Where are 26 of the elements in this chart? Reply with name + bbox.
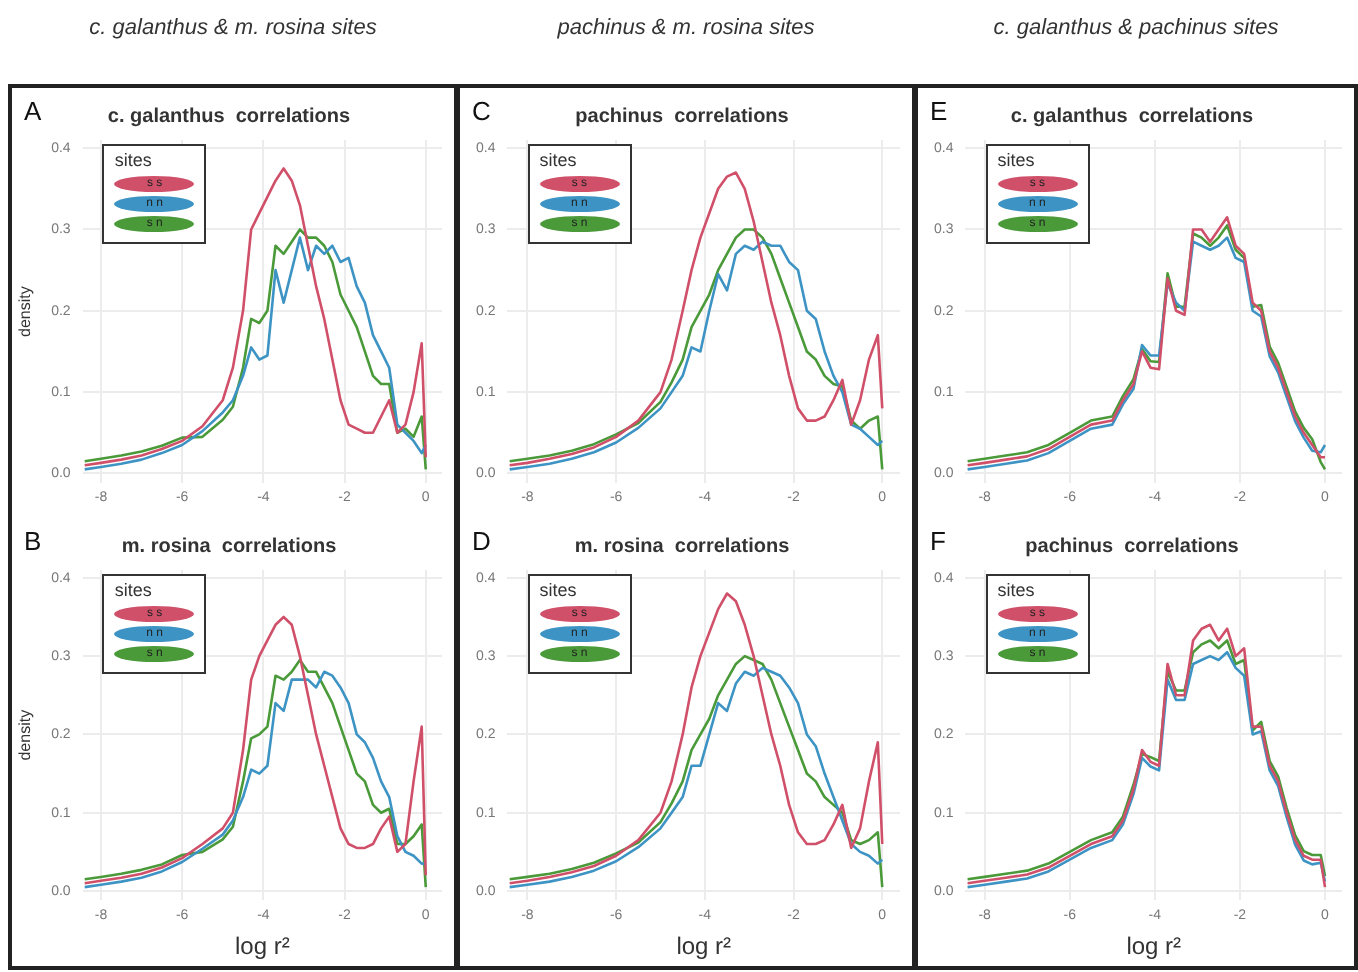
text: F <box>930 526 946 557</box>
legend-title: sites <box>114 150 154 172</box>
y-axis-title: density <box>16 286 35 337</box>
legend-title: sites <box>539 580 579 602</box>
legend-title: sites <box>114 580 154 602</box>
chart-subtitle: c. galanthus & pachinus sites <box>991 16 1281 40</box>
chart-title: c. galanthus correlations <box>1010 105 1255 128</box>
text: D <box>472 526 491 557</box>
legend-title: sites <box>997 150 1037 172</box>
chart-subtitle: pachinus & m. rosina sites <box>555 16 817 40</box>
legend-title: sites <box>539 150 579 172</box>
chart-subtitle: c. galanthus & m. rosina sites <box>87 16 379 40</box>
chart-title: pachinus correlations <box>1025 535 1240 558</box>
x-axis-title: log r² <box>676 932 732 961</box>
chart-title: m. rosina correlations <box>121 535 338 558</box>
text: B <box>24 526 42 557</box>
y-axis-title: density <box>16 709 35 761</box>
chart-title: m. rosina correlations <box>574 535 791 558</box>
chart-title: c. galanthus correlations <box>107 105 352 128</box>
x-axis-title: log r² <box>1126 932 1182 961</box>
x-axis-title: log r² <box>234 932 290 961</box>
text: A <box>24 96 42 127</box>
text: E <box>930 96 948 127</box>
chart-title: pachinus correlations <box>575 105 790 128</box>
text: C <box>472 96 491 127</box>
legend-title: sites <box>997 580 1037 602</box>
